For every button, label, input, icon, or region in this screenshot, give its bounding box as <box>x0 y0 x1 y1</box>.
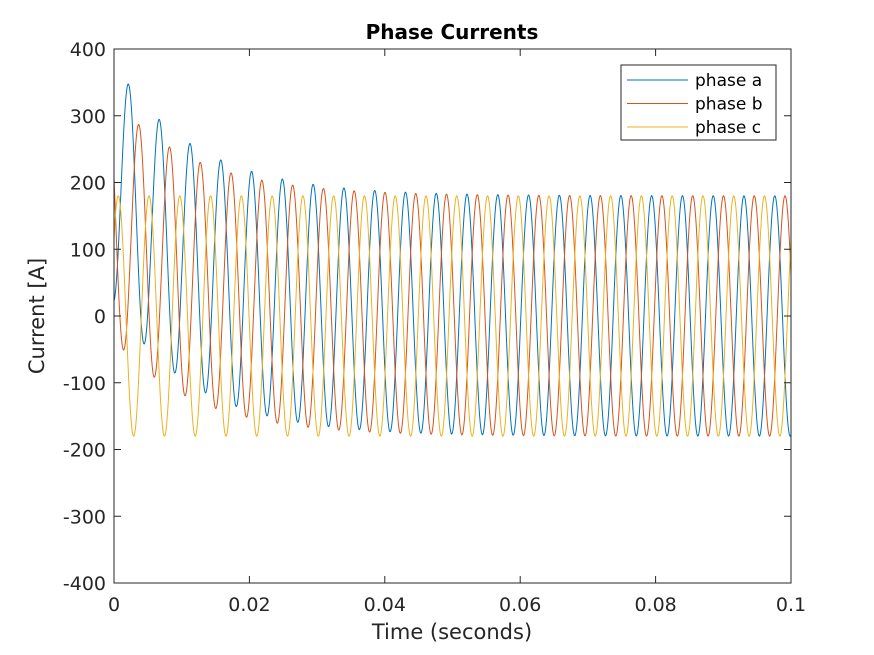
x-axis-title: Time (seconds) <box>371 620 532 644</box>
y-tick-label: -300 <box>63 506 106 528</box>
x-tick-label: 0.04 <box>364 594 406 616</box>
y-axis: -400 -300 -200 -100 0 100 200 300 400 <box>63 39 791 595</box>
series-line-phase-b <box>114 123 791 437</box>
y-tick-label: -400 <box>63 573 106 595</box>
x-tick-label: 0 <box>108 594 120 616</box>
chart-title: Phase Currents <box>366 20 539 44</box>
legend: phase a phase b phase c <box>620 64 777 141</box>
x-tick-label: 0.02 <box>228 594 270 616</box>
y-tick-label: 400 <box>70 39 106 61</box>
x-tick-label: 0.1 <box>776 594 806 616</box>
series-group <box>114 83 791 437</box>
legend-label: phase b <box>695 95 763 115</box>
x-tick-label: 0.08 <box>634 594 676 616</box>
series-line-phase-a <box>114 83 791 437</box>
x-axis: 0 0.02 0.04 0.06 0.08 0.1 <box>108 49 806 616</box>
series-line-phase-c <box>114 195 791 437</box>
y-tick-label: 200 <box>70 173 106 195</box>
y-tick-label: 100 <box>70 239 106 261</box>
legend-label: phase a <box>695 71 762 91</box>
x-tick-label: 0.06 <box>499 594 541 616</box>
y-tick-label: 0 <box>94 306 106 328</box>
y-tick-label: 300 <box>70 106 106 128</box>
y-tick-label: -100 <box>63 373 106 395</box>
y-tick-label: -200 <box>63 440 106 462</box>
y-axis-title: Current [A] <box>25 258 49 374</box>
legend-label: phase c <box>695 118 761 138</box>
